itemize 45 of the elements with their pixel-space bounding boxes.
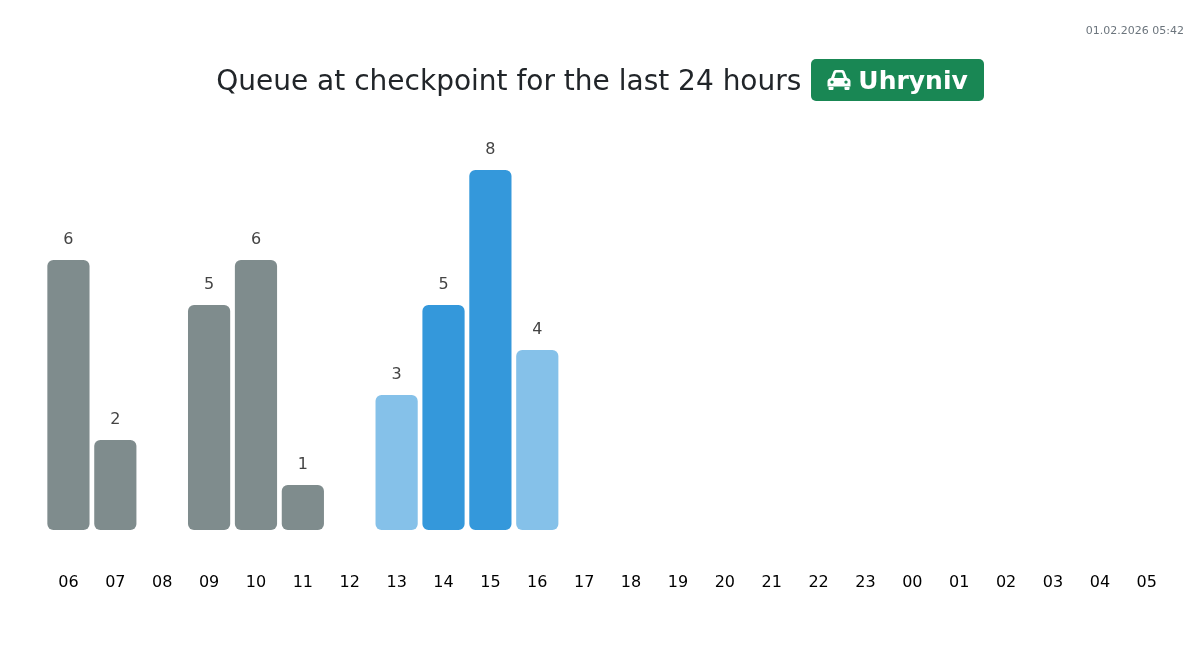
x-tick-label: 15 (480, 571, 501, 591)
x-tick-label: 18 (620, 571, 642, 591)
bar (47, 260, 90, 530)
x-tick-label: 22 (808, 571, 829, 591)
bar (516, 350, 559, 530)
x-tick-label: 12 (339, 571, 360, 591)
bar (94, 440, 137, 530)
x-tick-label: 16 (527, 571, 548, 591)
data-label: 8 (485, 139, 496, 159)
x-tick-label: 11 (292, 571, 314, 591)
data-label: 5 (438, 274, 449, 294)
x-tick-label: 14 (433, 571, 454, 591)
bar (281, 485, 324, 530)
x-tick-label: 19 (667, 571, 689, 591)
chart-title: Queue at checkpoint for the last 24 hours (216, 63, 802, 97)
x-tick-label: 23 (855, 571, 876, 591)
data-label: 6 (250, 229, 262, 249)
x-tick-label: 09 (198, 571, 220, 591)
x-tick-label: 06 (58, 571, 79, 591)
data-label: 2 (110, 409, 121, 429)
x-tick-label: 17 (573, 571, 595, 591)
x-tick-label: 04 (1089, 571, 1111, 591)
text: 01.02.2026 05:42 (1085, 24, 1184, 38)
x-tick-label: 13 (386, 571, 407, 591)
data-label: 3 (391, 364, 402, 384)
bar (469, 170, 512, 530)
x-tick-label: 08 (152, 571, 173, 591)
x-tick-label: 21 (761, 571, 782, 591)
data-label: 6 (63, 229, 74, 249)
x-tick-label: 01 (949, 571, 970, 591)
bar (422, 305, 465, 530)
bar (234, 260, 278, 530)
x-tick-label: 00 (902, 571, 923, 591)
x-tick-label: 02 (995, 571, 1017, 591)
data-label: 1 (297, 454, 308, 474)
data-label: 5 (204, 274, 215, 294)
bar (187, 305, 231, 530)
data-label: 4 (532, 319, 543, 339)
x-tick-label: 05 (1136, 571, 1157, 591)
x-tick-label: 03 (1042, 571, 1064, 591)
bar (375, 395, 418, 530)
x-tick-label: 20 (714, 571, 735, 591)
x-tick-label: 10 (245, 571, 267, 591)
x-tick-label: 07 (105, 571, 126, 591)
chart-subtitle: Uhryniv (858, 65, 968, 95)
